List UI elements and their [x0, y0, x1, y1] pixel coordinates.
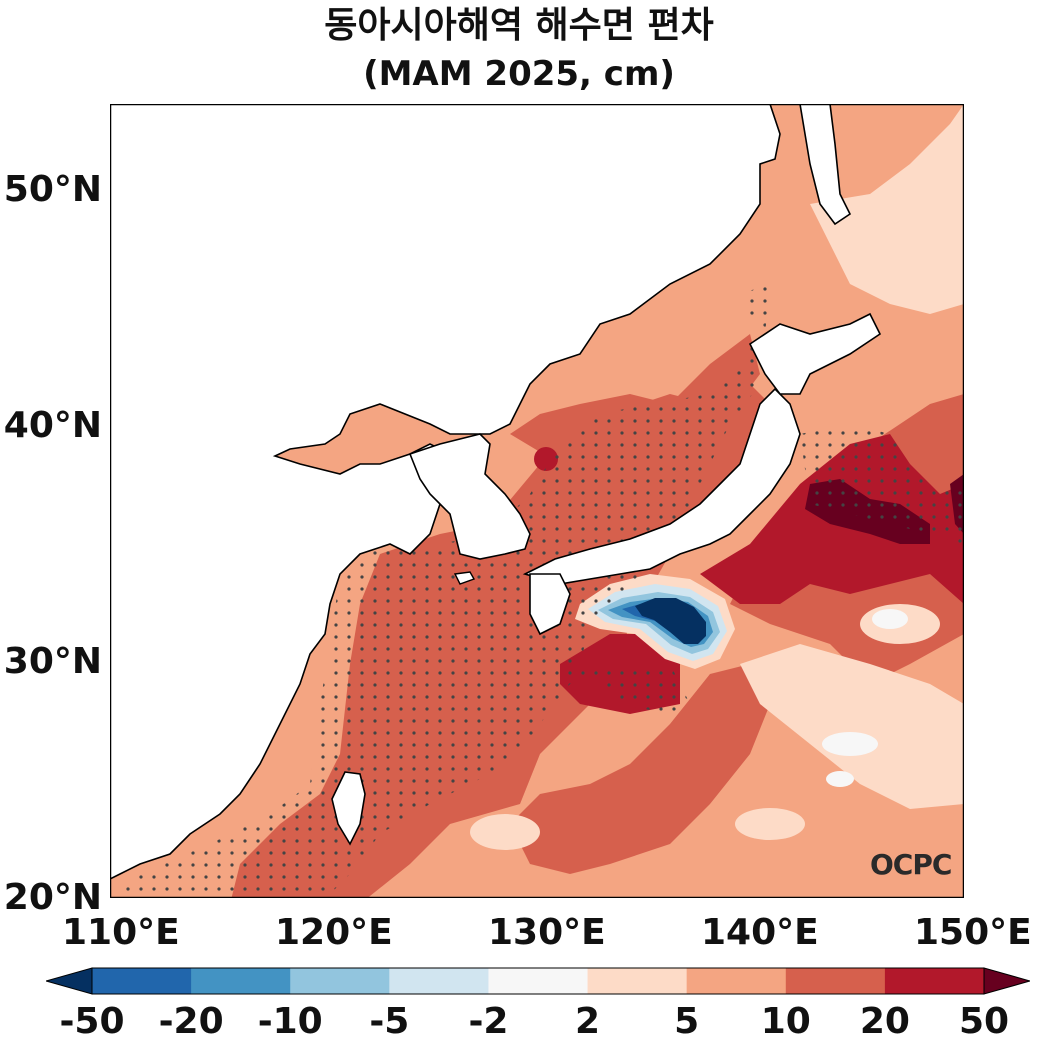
significance-stipple	[120, 284, 770, 894]
anomaly-zone-2-5-northeast	[810, 104, 964, 314]
ocpc-logo: OCPC	[870, 848, 952, 881]
lon-label-130e: 130°E	[488, 912, 606, 953]
sea-level-anomaly-map	[110, 104, 964, 898]
anomaly-zone-10-20-north	[510, 334, 760, 464]
colorbar-tick-label: -2	[468, 1001, 509, 1042]
lon-label-150e: 150°E	[914, 912, 1032, 953]
colorbar-segment	[785, 968, 886, 994]
anomaly-zone-2-5-southeast	[740, 644, 964, 809]
colorbar-tick-label: -50	[59, 1001, 125, 1042]
colorbar	[46, 967, 1030, 995]
land-asia-mainland	[110, 104, 781, 880]
colorbar-segment	[884, 968, 985, 994]
lat-label-40n: 40°N	[3, 405, 102, 446]
lon-label-140e: 140°E	[701, 912, 819, 953]
land-japan-honshu	[522, 387, 801, 585]
colorbar-extend-high	[983, 967, 1030, 995]
land-japan-hokkaido	[748, 312, 882, 395]
lat-label-30n: 30°N	[3, 641, 102, 682]
anomaly-zone-neg-50	[635, 598, 706, 644]
colorbar-segment	[587, 968, 688, 994]
anomaly-zone-2-5-patch-3	[735, 808, 805, 840]
map-title: 동아시아해역 해수면 편차	[324, 5, 714, 46]
colorbar-tick-label: 20	[859, 1001, 910, 1042]
anomaly-zone-near-zero-1	[822, 732, 878, 756]
colorbar-segment	[92, 968, 192, 994]
land-jeju	[453, 571, 476, 585]
colorbar-tick-label: 5	[674, 1001, 700, 1042]
anomaly-zone-10-20-southeast	[510, 664, 770, 874]
colorbar-segment	[488, 968, 589, 994]
colorbar-segment	[389, 968, 489, 994]
land-taiwan	[331, 771, 366, 846]
colorbar-tick-label: 10	[760, 1001, 811, 1042]
colorbar-tick-label: 2	[575, 1001, 601, 1042]
colorbar-segment	[290, 968, 390, 994]
anomaly-zone-2-5-patch	[470, 814, 540, 850]
lat-label-20n: 20°N	[3, 877, 102, 918]
colorbar-tick-label: -5	[369, 1001, 410, 1042]
lat-label-50n: 50°N	[3, 169, 102, 210]
colorbar-tick-label: -20	[158, 1001, 224, 1042]
land-korean-peninsula	[408, 433, 531, 560]
colorbar-extend-low	[46, 967, 93, 995]
lon-label-110e: 110°E	[62, 912, 180, 953]
land-japan-kyushu	[529, 573, 571, 636]
colorbar-tick-label: 50	[958, 1001, 1010, 1042]
land-sakhalin	[799, 104, 852, 226]
colorbar-segment	[686, 968, 787, 994]
colorbar-tick-label: -10	[257, 1001, 323, 1042]
anomaly-zone-near-zero-3	[826, 771, 854, 787]
anomaly-zone-near-zero-2	[872, 609, 908, 629]
colorbar-segment	[191, 968, 291, 994]
lon-label-120e: 120°E	[275, 912, 393, 953]
map-subtitle: (MAM 2025, cm)	[363, 54, 675, 94]
